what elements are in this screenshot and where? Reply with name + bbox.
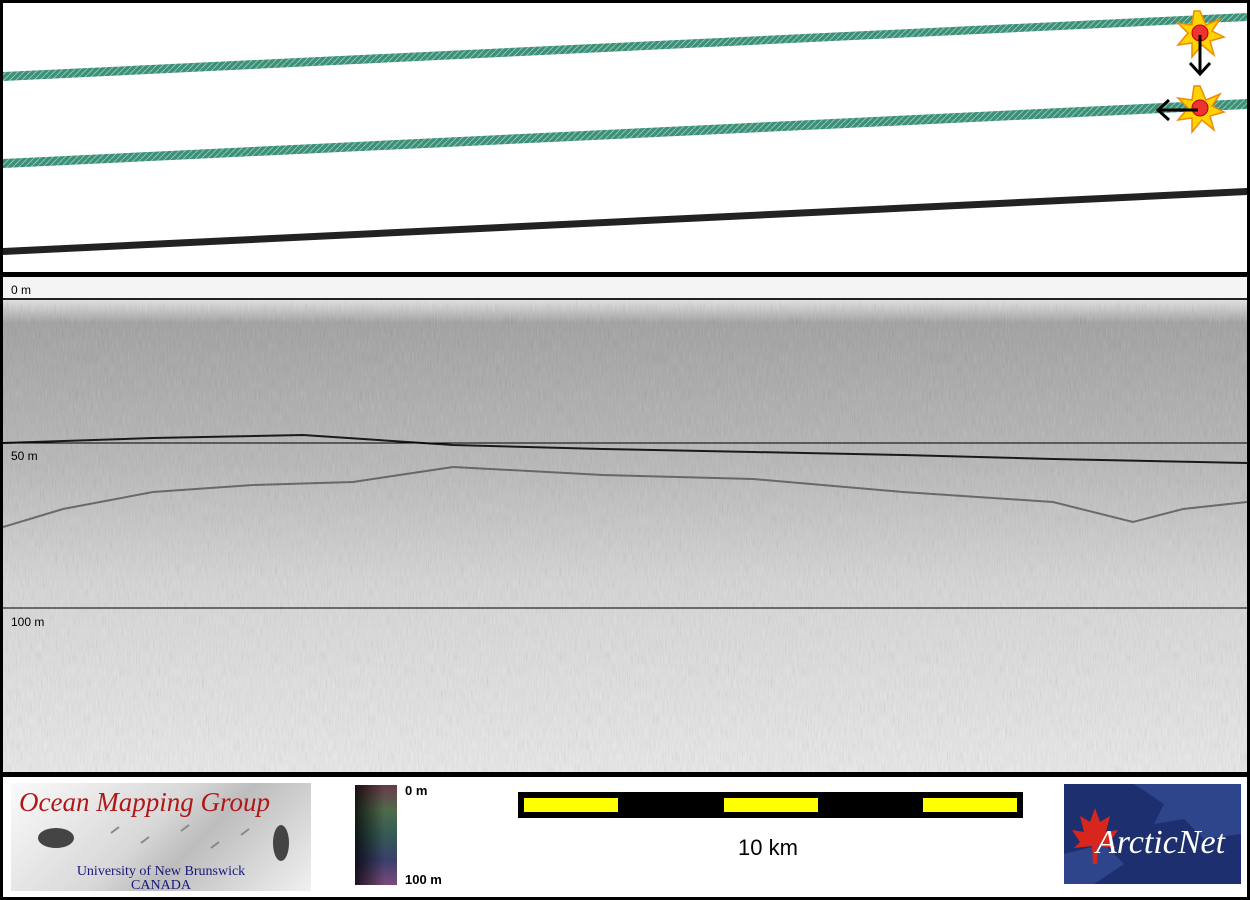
depth-label-100m: 100 m <box>11 615 45 629</box>
scalebar-label: 10 km <box>738 835 798 860</box>
ocean-mapping-group-logo: Ocean Mapping Group University of New Br… <box>11 783 311 893</box>
swath-strip-lower <box>3 99 1247 168</box>
swath-track-map <box>3 10 1247 255</box>
arcticnet-logo: ArcticNet <box>1064 784 1241 884</box>
depth-label-0m: 0 m <box>11 283 32 297</box>
omg-logo-country: CANADA <box>131 878 191 893</box>
ship-track-line <box>3 188 1247 255</box>
colorbar-top-label: 0 m <box>405 783 428 798</box>
swath-strip-upper <box>3 13 1247 81</box>
seismic-profile-image <box>3 277 1247 772</box>
depth-colorbar <box>355 785 397 885</box>
sun-marker-lower <box>1175 85 1227 135</box>
maple-leaf-icon <box>1072 808 1118 864</box>
colorbar-bottom-label: 100 m <box>405 872 442 887</box>
omg-logo-university: University of New Brunswick <box>76 864 246 879</box>
arrow-down-icon <box>1188 35 1212 77</box>
seafloor-reflector <box>3 433 1247 464</box>
omg-logo-university-block: University of New Brunswick CANADA <box>11 865 311 893</box>
arrow-left-icon <box>1155 98 1198 122</box>
subsurface-reflector <box>3 465 1247 528</box>
depth-label-50m: 50 m <box>11 449 38 463</box>
swath-track-panel <box>3 3 1247 272</box>
distance-scalebar <box>518 792 1023 818</box>
omg-logo-title: Ocean Mapping Group <box>19 787 270 817</box>
arcticnet-logo-text: ArcticNet <box>1096 824 1226 861</box>
subbottom-profile-panel: 0 m 50 m 100 m <box>3 277 1247 772</box>
seabed-sonar-icon <box>38 824 289 861</box>
footer-panel: Ocean Mapping Group University of New Br… <box>3 777 1247 897</box>
